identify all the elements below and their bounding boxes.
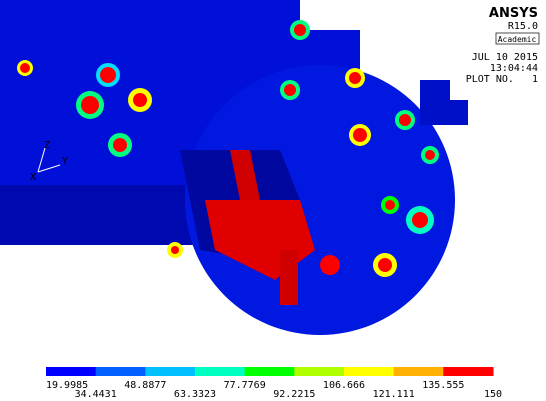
legend-label: 63.3323 — [174, 389, 216, 400]
triad-z: Z — [44, 140, 50, 151]
legend-label: 77.7769 — [224, 380, 266, 391]
legend-label: 150 — [484, 389, 502, 400]
release: R15.0 — [508, 21, 538, 32]
legend-swatch — [195, 367, 245, 376]
screenshot: Z Y X ANSYS R15.0 Academic JUL 10 2015 1… — [0, 0, 546, 401]
legend-swatch — [394, 367, 444, 376]
legend-label: 135.555 — [422, 380, 464, 391]
legend-swatch — [245, 367, 295, 376]
viewport: Z Y X ANSYS R15.0 Academic JUL 10 2015 1… — [0, 0, 546, 401]
model — [0, 0, 468, 335]
license: Academic — [498, 35, 537, 44]
legend-swatch — [344, 367, 394, 376]
brand: ANSYS — [489, 6, 538, 21]
legend-swatch — [46, 367, 96, 376]
triad-y: Y — [62, 156, 68, 167]
date: JUL 10 2015 — [472, 52, 538, 63]
triad-x: X — [30, 172, 36, 183]
legend-swatch — [294, 367, 344, 376]
legend-label: 48.8877 — [124, 380, 166, 391]
legend-label: 34.4431 — [75, 389, 117, 400]
legend-label: 121.111 — [373, 389, 415, 400]
legend-label: 92.2215 — [273, 389, 315, 400]
legend: 19.998534.443148.887763.332377.776992.22… — [46, 367, 502, 400]
plot-number: PLOT NO. 1 — [466, 74, 538, 85]
legend-swatch — [145, 367, 195, 376]
legend-label: 106.666 — [323, 380, 365, 391]
legend-swatch — [96, 367, 146, 376]
legend-swatch — [443, 367, 493, 376]
time: 13:04:44 — [490, 63, 538, 74]
